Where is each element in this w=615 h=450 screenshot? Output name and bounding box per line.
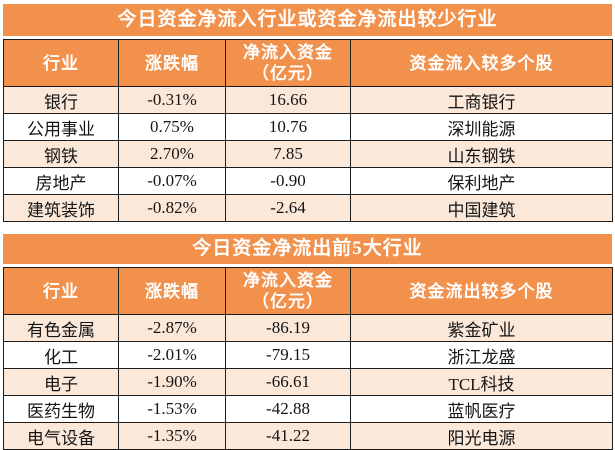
- cell-industry: 有色金属: [3, 314, 119, 342]
- cell-net-flow: 16.66: [225, 86, 351, 114]
- inflow-table-body: 银行 -0.31% 16.66 工商银行 公用事业 0.75% 10.76 深圳能源 钢铁 2.7…: [3, 86, 613, 222]
- outflow-table: 行业 涨跌幅 净流入资金 （亿元） 资金流出较多个股 有色金属 -2.87% -86.19…: [3, 267, 613, 450]
- table-row: 房地产 -0.07% -0.90 保利地产: [3, 167, 613, 195]
- cell-industry: 化工: [3, 341, 119, 369]
- table-row: 有色金属 -2.87% -86.19 紫金矿业: [3, 314, 613, 342]
- cell-industry: 电子: [3, 368, 119, 396]
- table-row: 银行 -0.31% 16.66 工商银行: [3, 86, 613, 114]
- cell-industry: 银行: [3, 86, 119, 114]
- inflow-table-header: 行业 涨跌幅 净流入资金 （亿元） 资金流入较多个股: [3, 39, 613, 87]
- table-row: 建筑装饰 -0.82% -2.64 中国建筑: [3, 194, 613, 222]
- cell-industry: 公用事业: [3, 113, 119, 141]
- table-row: 医药生物 -1.53% -42.88 蓝帆医疗: [3, 395, 613, 423]
- cell-top-stock: 工商银行: [350, 86, 613, 114]
- cell-change-pct: 0.75%: [118, 113, 226, 141]
- column-header: 净流入资金 （亿元）: [225, 267, 351, 315]
- cell-net-flow: -42.88: [225, 395, 351, 423]
- cell-top-stock: 山东钢铁: [350, 140, 613, 168]
- cell-top-stock: 深圳能源: [350, 113, 613, 141]
- outflow-table-body: 有色金属 -2.87% -86.19 紫金矿业 化工 -2.01% -79.15 浙江龙盛 电子…: [3, 314, 613, 450]
- cell-industry: 房地产: [3, 167, 119, 195]
- cell-net-flow: -2.64: [225, 194, 351, 222]
- cell-top-stock: 紫金矿业: [350, 314, 613, 342]
- table-row: 化工 -2.01% -79.15 浙江龙盛: [3, 341, 613, 369]
- header-row: 行业 涨跌幅 净流入资金 （亿元） 资金流出较多个股: [3, 267, 613, 315]
- inflow-table: 行业 涨跌幅 净流入资金 （亿元） 资金流入较多个股 银行 -0.31% 16.66 工商银…: [3, 39, 613, 222]
- table-row: 公用事业 0.75% 10.76 深圳能源: [3, 113, 613, 141]
- cell-change-pct: -0.07%: [118, 167, 226, 195]
- inflow-table-section: 今日资金净流入行业或资金净流出较少行业 行业 涨跌幅 净流入资金 （亿元） 资金流入较…: [3, 4, 613, 222]
- cell-net-flow: 10.76: [225, 113, 351, 141]
- header-row: 行业 涨跌幅 净流入资金 （亿元） 资金流入较多个股: [3, 39, 613, 87]
- table-row: 电气设备 -1.35% -41.22 阳光电源: [3, 422, 613, 450]
- cell-net-flow: -41.22: [225, 422, 351, 450]
- cell-industry: 医药生物: [3, 395, 119, 423]
- cell-top-stock: 蓝帆医疗: [350, 395, 613, 423]
- cell-change-pct: -1.90%: [118, 368, 226, 396]
- column-header: 资金流入较多个股: [350, 39, 613, 87]
- cell-top-stock: TCL科技: [350, 368, 613, 396]
- cell-change-pct: -1.53%: [118, 395, 226, 423]
- cell-industry: 电气设备: [3, 422, 119, 450]
- cell-industry: 钢铁: [3, 140, 119, 168]
- cell-net-flow: 7.85: [225, 140, 351, 168]
- outflow-table-header: 行业 涨跌幅 净流入资金 （亿元） 资金流出较多个股: [3, 267, 613, 315]
- cell-change-pct: -0.82%: [118, 194, 226, 222]
- cell-change-pct: -2.01%: [118, 341, 226, 369]
- cell-change-pct: -2.87%: [118, 314, 226, 342]
- cell-top-stock: 阳光电源: [350, 422, 613, 450]
- cell-top-stock: 浙江龙盛: [350, 341, 613, 369]
- inflow-table-title: 今日资金净流入行业或资金净流出较少行业: [3, 4, 612, 36]
- cell-change-pct: 2.70%: [118, 140, 226, 168]
- cell-net-flow: -0.90: [225, 167, 351, 195]
- column-header: 行业: [3, 39, 119, 87]
- cell-top-stock: 保利地产: [350, 167, 613, 195]
- cell-change-pct: -0.31%: [118, 86, 226, 114]
- cell-change-pct: -1.35%: [118, 422, 226, 450]
- cell-top-stock: 中国建筑: [350, 194, 613, 222]
- column-header: 涨跌幅: [118, 267, 226, 315]
- column-header: 净流入资金 （亿元）: [225, 39, 351, 87]
- cell-net-flow: -79.15: [225, 341, 351, 369]
- cell-industry: 建筑装饰: [3, 194, 119, 222]
- column-header: 资金流出较多个股: [350, 267, 613, 315]
- table-row: 钢铁 2.70% 7.85 山东钢铁: [3, 140, 613, 168]
- outflow-table-section: 今日资金净流出前5大行业 行业 涨跌幅 净流入资金 （亿元） 资金流出较多个股 有色金…: [3, 234, 613, 450]
- column-header: 行业: [3, 267, 119, 315]
- cell-net-flow: -66.61: [225, 368, 351, 396]
- table-row: 电子 -1.90% -66.61 TCL科技: [3, 368, 613, 396]
- column-header: 涨跌幅: [118, 39, 226, 87]
- cell-net-flow: -86.19: [225, 314, 351, 342]
- outflow-table-title: 今日资金净流出前5大行业: [3, 234, 612, 264]
